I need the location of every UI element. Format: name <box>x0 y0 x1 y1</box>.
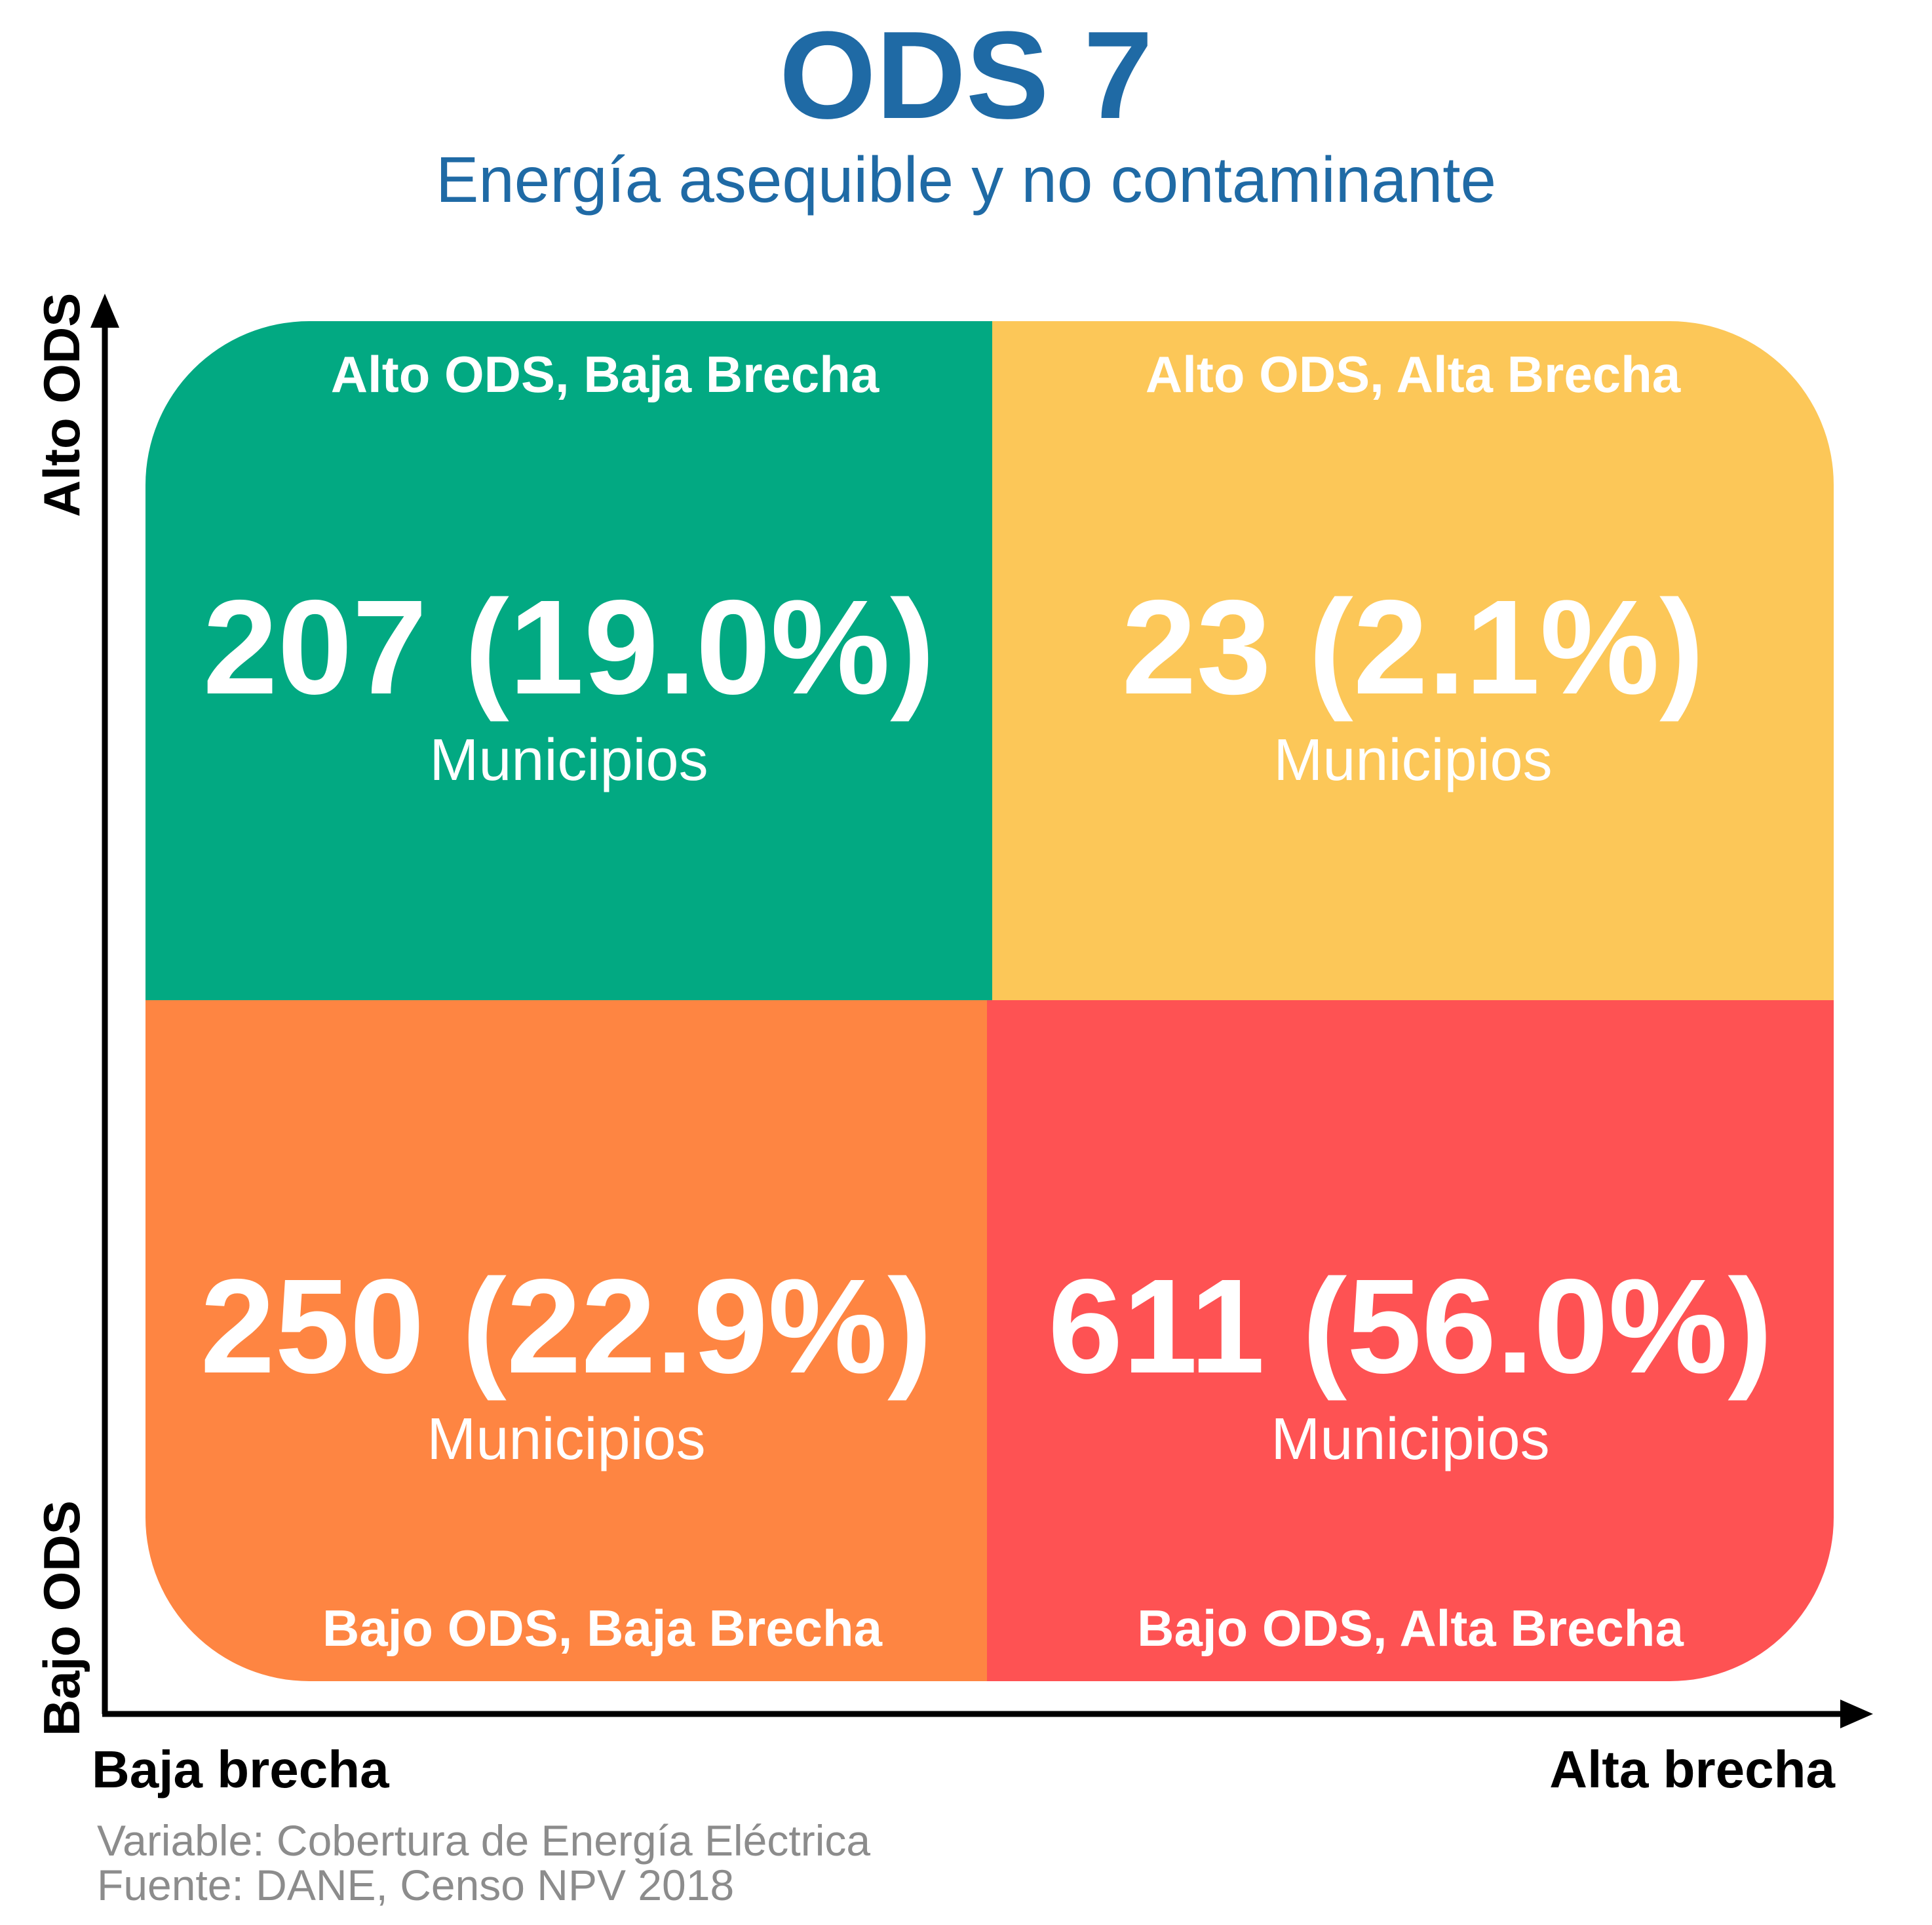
x-axis-left-label: Baja brecha <box>92 1740 389 1799</box>
page-title: ODS 7 <box>779 6 1153 145</box>
quadrant-bottom-right: 611 (56.0%) Municipios Bajo ODS, Alta Br… <box>987 1000 1834 1681</box>
y-axis-top-label: Alto ODS <box>33 292 90 517</box>
quadrant-label: Alto ODS, Baja Brecha <box>330 345 879 403</box>
page-subtitle: Energía asequible y no contaminante <box>435 144 1497 216</box>
x-axis-arrow-icon <box>1840 1700 1873 1728</box>
quadrant-label: Bajo ODS, Alta Brecha <box>1137 1599 1684 1657</box>
quadrant-value: 611 (56.0%) <box>1048 1251 1773 1401</box>
x-axis-right-label: Alta brecha <box>1549 1740 1835 1799</box>
footer-source: Fuente: DANE, Censo NPV 2018 <box>97 1861 735 1909</box>
quadrant-unit: Municipios <box>429 728 708 793</box>
y-axis-bottom-label: Bajo ODS <box>33 1500 90 1736</box>
quadrant-unit: Municipios <box>427 1407 706 1472</box>
quadrant-label: Alto ODS, Alta Brecha <box>1145 345 1681 403</box>
quadrant-top-left: Alto ODS, Baja Brecha 207 (19.0%) Munici… <box>145 321 992 1000</box>
quadrant-value: 23 (2.1%) <box>1121 572 1705 722</box>
footer-variable: Variable: Cobertura de Energía Eléctrica <box>97 1816 871 1865</box>
quadrant-unit: Municipios <box>1271 1407 1550 1472</box>
quadrant-bottom-left: 250 (22.9%) Municipios Bajo ODS, Baja Br… <box>145 1000 987 1681</box>
quadrant-matrix: Alto ODS, Baja Brecha 207 (19.0%) Munici… <box>145 321 1834 1681</box>
quadrant-unit: Municipios <box>1273 728 1553 793</box>
quadrant-top-right: Alto ODS, Alta Brecha 23 (2.1%) Municipi… <box>992 321 1834 1000</box>
quadrant-value: 207 (19.0%) <box>203 572 935 722</box>
quadrant-label: Bajo ODS, Baja Brecha <box>322 1599 882 1657</box>
y-axis-arrow-icon <box>90 294 119 328</box>
quadrant-value: 250 (22.9%) <box>200 1251 933 1401</box>
